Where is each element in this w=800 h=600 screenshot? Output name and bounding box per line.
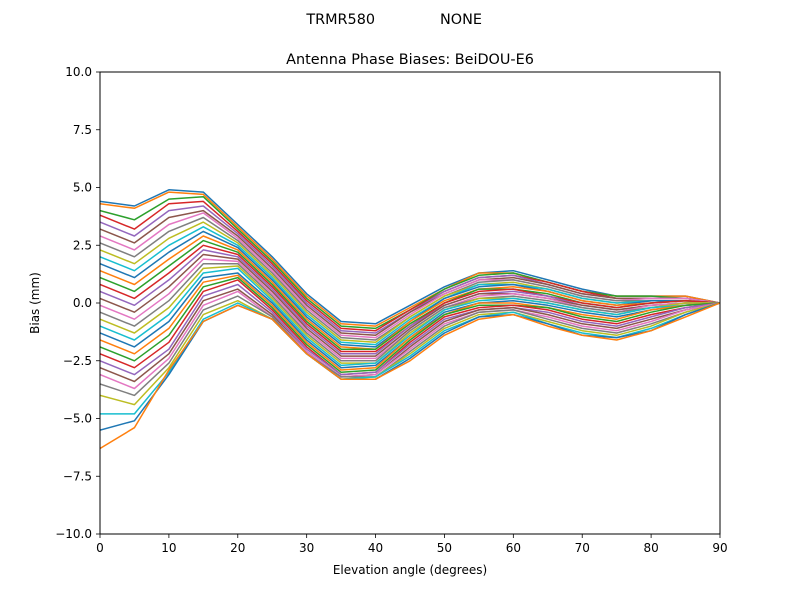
y-tick-label: 5.0 xyxy=(73,181,92,195)
series-line xyxy=(100,262,720,362)
chart-title: Antenna Phase Biases: BeiDOU-E6 xyxy=(286,52,534,68)
y-tick-label: 10.0 xyxy=(65,65,92,79)
y-tick-label: 2.5 xyxy=(73,238,92,252)
y-tick-label: −10.0 xyxy=(55,527,92,541)
series-line xyxy=(100,295,720,397)
series-line xyxy=(100,283,720,376)
series-line xyxy=(100,299,720,406)
x-tick-label: 50 xyxy=(437,541,452,555)
series-line xyxy=(100,209,720,337)
series-line xyxy=(100,226,720,346)
y-tick-label: −7.5 xyxy=(63,469,92,483)
series-line xyxy=(100,253,720,357)
x-tick-label: 30 xyxy=(299,541,314,555)
x-axis: 0 10 20 30 40 50 60 70 80 90 xyxy=(96,534,728,555)
suptitle-receiver: TRMR580 xyxy=(305,12,375,28)
x-tick-label: 0 xyxy=(96,541,104,555)
series-line xyxy=(100,288,720,383)
series-line xyxy=(100,279,720,376)
x-tick-label: 60 xyxy=(506,541,521,555)
y-axis: −10.0 −7.5 −5.0 −2.5 0.0 2.5 5.0 7.5 10.0 xyxy=(55,65,100,541)
x-axis-label: Elevation angle (degrees) xyxy=(333,563,487,577)
y-tick-label: −2.5 xyxy=(63,354,92,368)
y-tick-label: 0.0 xyxy=(73,296,92,310)
series-line xyxy=(100,290,720,390)
x-tick-label: 10 xyxy=(161,541,176,555)
x-tick-label: 40 xyxy=(368,541,383,555)
y-axis-label: Bias (mm) xyxy=(28,272,42,334)
x-tick-label: 80 xyxy=(643,541,658,555)
series-line xyxy=(100,267,720,367)
series-line xyxy=(100,274,720,371)
y-tick-label: 7.5 xyxy=(73,123,92,137)
suptitle-radome: NONE xyxy=(440,12,482,28)
y-tick-label: −5.0 xyxy=(63,412,92,426)
x-tick-label: 70 xyxy=(575,541,590,555)
series-line xyxy=(100,302,720,450)
series-line xyxy=(100,276,720,374)
x-tick-label: 90 xyxy=(712,541,727,555)
series-layer xyxy=(100,189,720,450)
series-line xyxy=(100,235,720,350)
x-tick-label: 20 xyxy=(230,541,245,555)
